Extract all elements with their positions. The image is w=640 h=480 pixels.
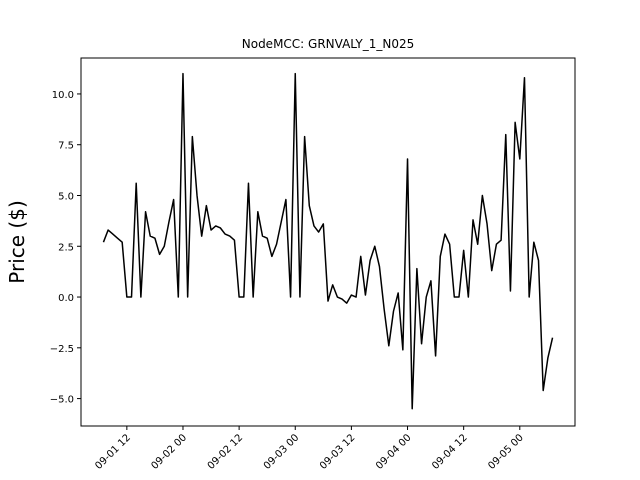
y-tick-label: 5.0: [58, 191, 74, 202]
x-tick-label: 09-01 12: [93, 432, 133, 472]
x-tick-label: 09-05 00: [486, 432, 526, 472]
x-tick-label: 09-03 00: [262, 432, 302, 472]
y-tick-label: −5.0: [50, 395, 74, 406]
x-tick-label: 09-03 12: [318, 432, 358, 472]
price-line: [102, 72, 554, 410]
y-tick-label: 10.0: [52, 90, 74, 101]
y-tick-label: −2.5: [50, 344, 74, 355]
chart-title: NodeMCC: GRNVALY_1_N025: [242, 37, 415, 51]
y-tick-label: 7.5: [58, 141, 74, 152]
y-tick-label: 2.5: [58, 242, 74, 253]
axes-frame: [80, 57, 576, 427]
y-axis-label: Price ($): [5, 200, 29, 283]
x-tick-label: 09-04 00: [374, 432, 414, 472]
x-tick-label: 09-02 12: [206, 432, 246, 472]
x-tick-label: 09-04 12: [430, 432, 470, 472]
y-tick-label: 0.0: [58, 293, 74, 304]
x-tick-label: 09-02 00: [150, 432, 190, 472]
